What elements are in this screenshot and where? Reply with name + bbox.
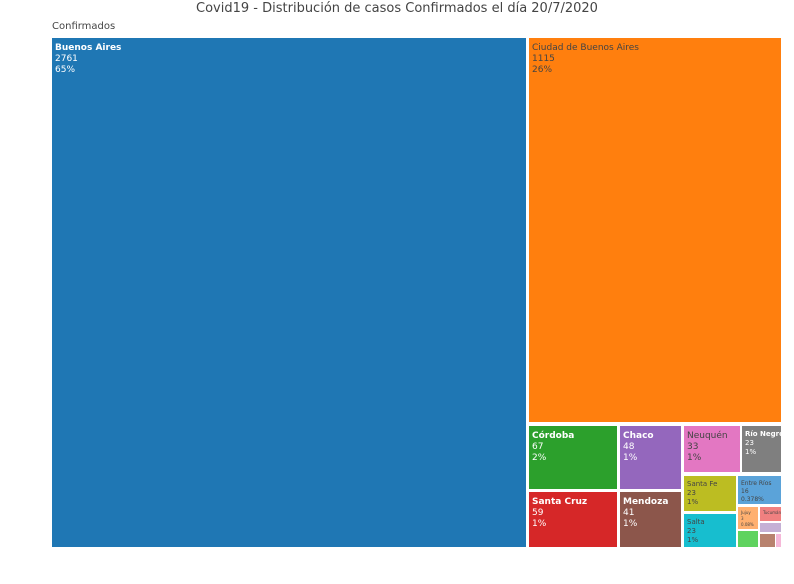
treemap-tile-value: 16: [741, 488, 749, 495]
treemap-tile-value: 2761: [55, 54, 78, 64]
treemap-tile-value: 48: [623, 442, 635, 452]
treemap-tile-value: 67: [532, 442, 543, 452]
treemap-tile-value: 41: [623, 508, 634, 518]
treemap-tile-value: 23: [687, 527, 696, 535]
treemap-tile-value: 33: [687, 442, 698, 452]
treemap-root-label: Confirmados: [52, 21, 116, 32]
treemap-tile-value: 23: [745, 439, 754, 447]
treemap-tile-name: Córdoba: [532, 430, 574, 441]
treemap-tile[interactable]: Tucumán: [760, 507, 781, 521]
treemap-tile-percent: 0.08%: [741, 522, 754, 527]
treemap-tile-rect[interactable]: [738, 507, 758, 529]
treemap-tile-rect[interactable]: [760, 523, 781, 532]
treemap-tile-value: 3: [741, 516, 744, 521]
treemap-tile-rect[interactable]: [529, 492, 617, 547]
treemap-tile-percent: 1%: [687, 498, 698, 506]
treemap-tile[interactable]: [738, 531, 758, 547]
treemap-tile-rect[interactable]: [776, 534, 781, 547]
treemap-tile-name: Chaco: [623, 431, 654, 441]
treemap-tile-rect[interactable]: [738, 531, 758, 547]
treemap-tile-rect[interactable]: [684, 476, 736, 511]
treemap-tile-percent: 1%: [623, 519, 638, 529]
treemap-tile-rect[interactable]: [760, 534, 775, 547]
treemap-tile-name: Entre Ríos: [741, 480, 772, 487]
treemap-tile-rect[interactable]: [742, 426, 781, 472]
treemap-tile-value: 1115: [532, 54, 555, 64]
treemap-tile-rect[interactable]: [529, 426, 617, 489]
treemap-tile-name: Santa Fe: [687, 480, 717, 488]
treemap-tile-percent: 26%: [532, 65, 552, 75]
treemap-tile-name: Ciudad de Buenos Aires: [532, 43, 639, 53]
treemap-tile[interactable]: [760, 534, 775, 547]
treemap-tile-percent: 0.378%: [741, 496, 764, 503]
treemap-tile-percent: 65%: [55, 65, 75, 75]
treemap-tile-name: Neuquén: [687, 430, 728, 441]
treemap-tile-rect[interactable]: [684, 426, 740, 472]
treemap-tile-name: Santa Cruz: [532, 497, 587, 507]
chart-title: Covid19 - Distribución de casos Confirma…: [196, 1, 598, 16]
treemap-tile-percent: 1%: [687, 536, 698, 544]
treemap-tile[interactable]: [760, 523, 781, 532]
treemap-tile-percent: 1%: [687, 453, 702, 463]
treemap-tile-value: 59: [532, 508, 544, 518]
treemap-tile-percent: 1%: [532, 519, 547, 529]
treemap-tile-percent: 1%: [623, 453, 638, 463]
treemap-tile-percent: 1%: [745, 448, 756, 456]
treemap-tile-rect[interactable]: [529, 38, 781, 422]
treemap-tile-rect[interactable]: [760, 507, 781, 521]
treemap-tile-name: Tucumán: [762, 510, 781, 515]
treemap-tile-name: Jujuy: [740, 510, 751, 515]
treemap-tile-rect[interactable]: [52, 38, 526, 547]
treemap-tile-percent: 2%: [532, 453, 547, 463]
treemap-tile-value: 23: [687, 489, 696, 497]
treemap-tile-name: Mendoza: [623, 497, 668, 507]
treemap-tile-name: Salta: [687, 518, 705, 526]
treemap-tile[interactable]: [776, 534, 781, 547]
treemap-tile-rect[interactable]: [620, 426, 681, 489]
treemap-tile-name: Buenos Aires: [55, 43, 121, 53]
treemap-tile-rect[interactable]: [738, 476, 781, 504]
treemap-tile-rect[interactable]: [620, 492, 681, 547]
treemap-tile-name: Río Negro: [745, 430, 784, 438]
treemap-tile-rect[interactable]: [684, 514, 736, 547]
